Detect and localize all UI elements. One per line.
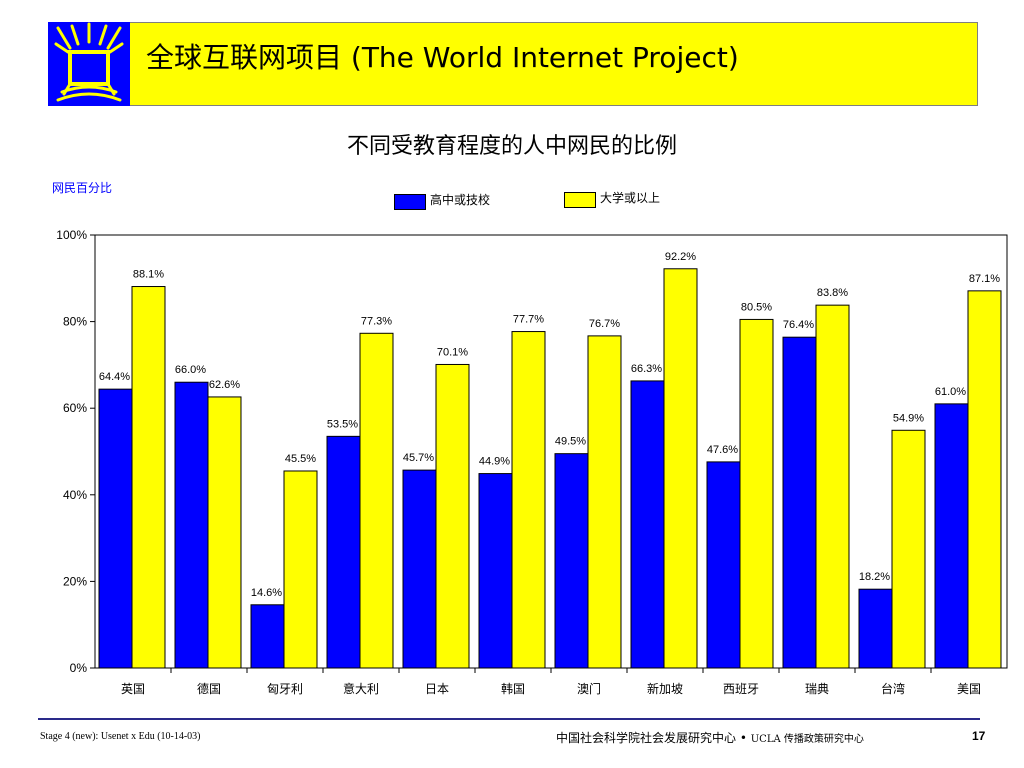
bar-college	[815, 304, 850, 669]
x-category-label: 瑞典	[805, 682, 829, 696]
data-label: 70.1%	[437, 346, 468, 358]
footer-slide-info: Stage 4 (new): Usenet x Edu (10-14-03)	[40, 731, 201, 742]
legend-swatch-series-1	[394, 194, 426, 210]
y-tick-label: 40%	[63, 488, 87, 502]
chart-title: 不同受教育程度的人中网民的比例	[346, 134, 677, 159]
x-category-label: 匈牙利	[267, 682, 303, 696]
bar-college	[511, 331, 546, 669]
footer-divider	[38, 718, 980, 720]
legend-swatch-series-2	[564, 192, 596, 208]
data-label: 47.6%	[707, 444, 738, 456]
data-label: 44.9%	[479, 456, 510, 468]
data-label: 66.0%	[175, 364, 206, 376]
page-title: 全球互联网项目 (The World Internet Project)	[146, 41, 739, 74]
footer-organizations: 中国社会科学院社会发展研究中心 • UCLA 传播政策研究中心	[556, 729, 864, 746]
bar-highschool	[478, 473, 513, 669]
bar-college	[891, 429, 926, 669]
x-category-label: 台湾	[881, 681, 905, 696]
data-label: 87.1%	[969, 273, 1000, 285]
footer-org-ucla: UCLA 传播政策研究中心	[750, 734, 864, 745]
page-number: 17	[972, 729, 986, 743]
data-label: 83.8%	[817, 287, 848, 299]
y-tick-label: 0%	[70, 661, 88, 675]
y-tick-label: 60%	[63, 401, 87, 415]
bar-college	[207, 396, 242, 669]
title-banner	[48, 22, 978, 106]
x-category-label: 日本	[425, 682, 449, 696]
bar-highschool	[630, 380, 665, 669]
data-label: 62.6%	[209, 379, 240, 391]
bar-highschool	[98, 388, 133, 669]
bar-highschool	[782, 336, 817, 669]
data-label: 49.5%	[555, 436, 586, 448]
bar-highschool	[858, 588, 893, 669]
legend-label-series-2: 大学或以上	[600, 191, 661, 205]
bar-college	[131, 286, 166, 669]
x-category-label: 西班牙	[723, 682, 759, 696]
x-category-label: 澳门	[577, 681, 601, 696]
x-category-label: 意大利	[343, 681, 379, 696]
y-tick-label: 20%	[63, 574, 87, 588]
x-category-label: 美国	[957, 682, 981, 696]
bar-college	[359, 332, 394, 669]
x-category-label: 英国	[121, 682, 145, 696]
wip-logo-icon	[48, 22, 130, 106]
bar-college	[739, 318, 774, 669]
data-label: 77.7%	[513, 314, 544, 326]
footer-org-cass: 中国社会科学院社会发展研究中心	[556, 731, 737, 745]
data-label: 45.5%	[285, 453, 316, 465]
bar-highschool	[706, 461, 741, 669]
bar-highschool	[326, 435, 361, 669]
data-label: 76.4%	[783, 319, 814, 331]
bar-college	[283, 470, 318, 669]
bar-college	[435, 363, 470, 669]
y-tick-label: 80%	[63, 315, 87, 329]
y-tick-label: 100%	[56, 228, 87, 242]
data-label: 80.5%	[741, 301, 772, 313]
data-label: 77.3%	[361, 315, 392, 327]
data-label: 18.2%	[859, 571, 890, 583]
data-label: 76.7%	[589, 318, 620, 330]
data-label: 45.7%	[403, 452, 434, 464]
x-category-label: 新加坡	[647, 681, 683, 696]
data-label: 66.3%	[631, 363, 662, 375]
data-label: 54.9%	[893, 412, 924, 424]
bar-highschool	[402, 469, 437, 669]
data-label: 92.2%	[665, 251, 696, 263]
legend-label-series-1: 高中或技校	[430, 193, 491, 207]
footer-separator: •	[739, 731, 747, 745]
data-label: 64.4%	[99, 371, 130, 383]
bar-college	[663, 268, 698, 669]
bar-highschool	[554, 453, 589, 669]
bar-highschool	[250, 604, 285, 669]
data-label: 14.6%	[251, 587, 282, 599]
bar-college	[967, 290, 1002, 669]
y-axis-label: 网民百分比	[52, 181, 113, 195]
x-category-label: 德国	[197, 681, 221, 696]
bar-college	[587, 335, 622, 669]
x-category-label: 韩国	[501, 681, 525, 696]
data-label: 88.1%	[133, 269, 164, 281]
bar-highschool	[174, 381, 209, 669]
data-label: 61.0%	[935, 386, 966, 398]
data-label: 53.5%	[327, 418, 358, 430]
bar-highschool	[934, 403, 969, 669]
